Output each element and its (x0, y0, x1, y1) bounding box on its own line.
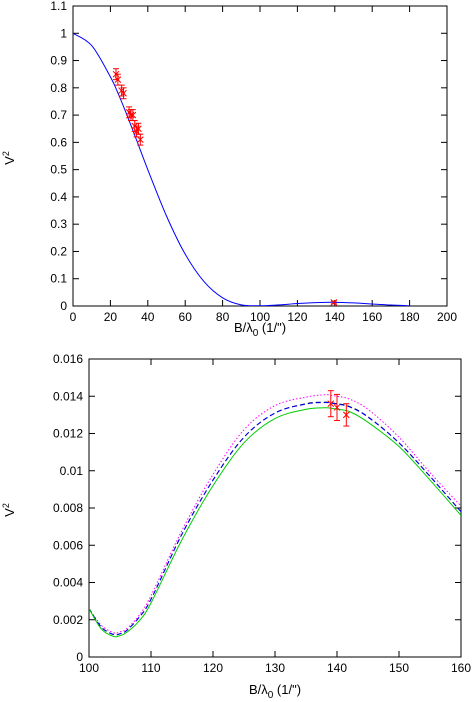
point-mark (135, 125, 142, 133)
plot-frame (88, 358, 462, 658)
point-mark (333, 404, 341, 411)
point-mark (120, 89, 127, 97)
top-chart: 0 20 40 60 80 100 120 140 160 180 200 0 0.1 0.2 0.3 0.4… (1, 0, 457, 339)
y-tick-label: 0 (76, 650, 83, 664)
y-tick-label: 0.002 (53, 613, 83, 627)
x-tick-label: 140 (325, 310, 345, 324)
x-tick-label: 120 (287, 310, 307, 324)
y-axis-label: V2 (1, 503, 17, 517)
point-mark (129, 111, 137, 119)
data-point (136, 133, 144, 146)
x-tick-label: 40 (141, 310, 155, 324)
y-tick-label: 0.006 (53, 538, 83, 552)
x-axis-label: B/λ0 (1/") (249, 682, 301, 701)
x-tick-label: 180 (400, 310, 420, 324)
point-mark (342, 411, 350, 419)
x-tick-label: 110 (141, 661, 160, 675)
plot-frame (72, 5, 448, 307)
y-tick-label: 0.012 (53, 427, 83, 441)
point-mark (114, 76, 122, 83)
y-tick-label: 0.9 (50, 54, 67, 68)
data-point (129, 109, 137, 122)
y-tick-label: 0.004 (53, 576, 83, 590)
x-tick-label: 200 (437, 310, 457, 324)
y-axis-label: V2 (1, 151, 17, 165)
x-tick-label: 0 (70, 310, 77, 324)
y-tick-label: 0 (60, 299, 67, 313)
series-line (89, 401, 461, 636)
y-tick-label: 1 (60, 26, 67, 40)
y-tick-label: 0.5 (50, 163, 67, 177)
y-tick-label: 0.2 (50, 244, 67, 258)
y-tick-label: 0.01 (60, 464, 84, 478)
x-tick-label: 60 (179, 310, 193, 324)
x-tick-label: 120 (203, 661, 223, 675)
x-tick-label: 100 (250, 310, 270, 324)
y-tick-label: 0.1 (50, 272, 67, 286)
data-point (330, 299, 338, 306)
series-line (73, 32, 410, 306)
x-tick-label: 160 (451, 661, 471, 675)
series-line (89, 407, 461, 638)
y-tick-label: 0.7 (50, 108, 67, 122)
y-tick-label: 0.4 (50, 190, 67, 204)
y-tick-label: 0.6 (50, 135, 67, 149)
y-tick-label: 0.008 (53, 501, 83, 515)
x-axis-label: B/λ0 (1/") (234, 320, 286, 339)
data-point (333, 393, 341, 421)
series-line (89, 402, 461, 636)
data-point (120, 87, 127, 100)
x-tick-label: 140 (327, 661, 347, 675)
y-tick-label: 0.014 (53, 389, 83, 403)
x-tick-label: 100 (79, 661, 99, 675)
x-tick-label: 80 (216, 310, 230, 324)
x-tick-label: 130 (265, 661, 285, 675)
point-mark (327, 400, 335, 408)
series-line (89, 394, 461, 634)
y-tick-label: 1.1 (50, 0, 67, 13)
y-tick-label: 0.3 (50, 217, 67, 231)
y-tick-label: 0.8 (50, 81, 67, 95)
point-mark (330, 299, 338, 306)
x-tick-label: 160 (362, 310, 382, 324)
bottom-chart: 100 110 120 130 140 150 160 0 0.002 0.004 0.006 0.0… (1, 352, 471, 701)
x-tick-label: 20 (104, 310, 118, 324)
data-point (342, 403, 350, 427)
y-tick-label: 0.016 (53, 352, 83, 366)
data-point (327, 390, 335, 418)
x-tick-label: 150 (389, 661, 409, 675)
point-mark (136, 136, 144, 143)
